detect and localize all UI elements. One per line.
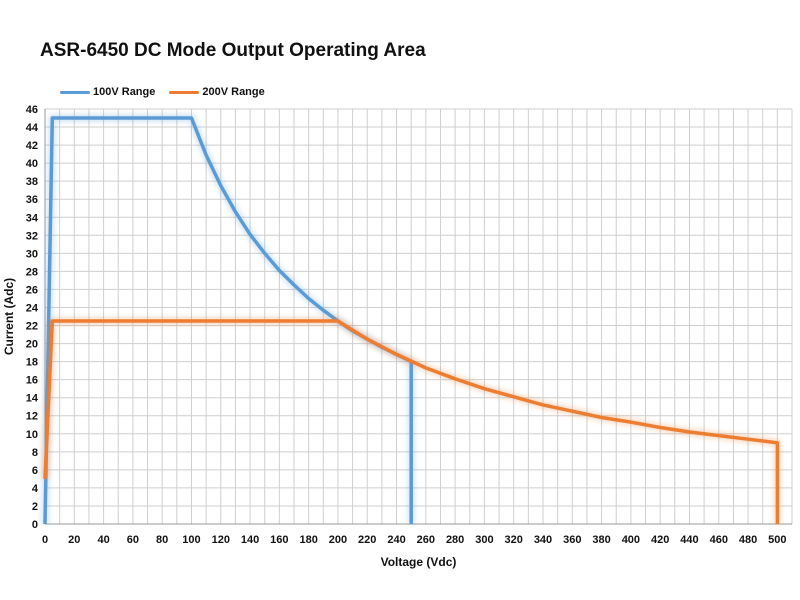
chart-title: ASR-6450 DC Mode Output Operating Area xyxy=(40,40,426,61)
y-tick-label: 30 xyxy=(26,248,38,260)
x-tick-label: 360 xyxy=(563,534,581,546)
y-tick-label: 16 xyxy=(26,375,38,387)
legend-label-100v: 100V Range xyxy=(93,86,156,98)
y-tick-label: 34 xyxy=(26,212,39,224)
y-tick-label: 20 xyxy=(26,339,38,351)
legend-label-200v: 200V Range xyxy=(202,86,265,98)
x-axis-title: Voltage (Vdc) xyxy=(381,555,457,569)
y-tick-label: 4 xyxy=(32,483,39,495)
series-layer xyxy=(41,114,782,525)
y-tick-label: 24 xyxy=(26,302,39,314)
x-tick-label: 300 xyxy=(475,534,493,546)
y-tick-label: 26 xyxy=(26,284,38,296)
y-tick-label: 2 xyxy=(32,501,38,513)
legend-swatch-100v xyxy=(60,90,90,94)
tick-labels: 0 20 40 60 80 100 120 140 160 180 200 220 240 260 280 3… xyxy=(26,104,787,546)
y-tick-label: 6 xyxy=(32,465,38,477)
legend-item-100v: 100V Range xyxy=(60,86,155,98)
legend-item-200v: 200V Range xyxy=(169,86,265,98)
x-tick-label: 100 xyxy=(182,534,200,546)
x-tick-label: 220 xyxy=(358,534,376,546)
y-tick-label: 12 xyxy=(26,411,38,423)
y-tick-label: 0 xyxy=(32,519,38,531)
x-tick-label: 120 xyxy=(212,534,230,546)
x-tick-label: 380 xyxy=(592,534,610,546)
legend: 100V Range 200V Range xyxy=(60,86,265,98)
x-tick-label: 60 xyxy=(127,534,139,546)
x-tick-label: 180 xyxy=(299,534,317,546)
y-tick-label: 28 xyxy=(26,266,38,278)
x-tick-label: 500 xyxy=(768,534,786,546)
y-tick-label: 44 xyxy=(26,122,39,134)
x-tick-label: 20 xyxy=(68,534,80,546)
y-tick-label: 10 xyxy=(26,429,38,441)
y-tick-label: 22 xyxy=(26,321,38,333)
x-tick-label: 240 xyxy=(387,534,405,546)
x-tick-label: 200 xyxy=(329,534,347,546)
y-tick-label: 36 xyxy=(26,194,38,206)
x-tick-label: 440 xyxy=(680,534,698,546)
legend-swatch-200v xyxy=(169,90,200,94)
x-tick-label: 280 xyxy=(446,534,464,546)
y-tick-label: 40 xyxy=(26,158,38,170)
series-line-200v-range xyxy=(43,319,780,524)
x-tick-label: 420 xyxy=(651,534,669,546)
x-tick-label: 320 xyxy=(505,534,523,546)
x-tick-label: 400 xyxy=(622,534,640,546)
x-tick-label: 160 xyxy=(270,534,288,546)
x-tick-label: 40 xyxy=(97,534,109,546)
x-tick-label: 340 xyxy=(534,534,552,546)
y-tick-label: 8 xyxy=(32,447,38,459)
y-axis-title: Current (Adc) xyxy=(2,278,16,355)
x-tick-label: 140 xyxy=(241,534,259,546)
x-tick-label: 80 xyxy=(156,534,168,546)
y-tick-label: 18 xyxy=(26,357,38,369)
y-tick-label: 42 xyxy=(26,140,38,152)
x-tick-label: 0 xyxy=(42,534,48,546)
x-tick-label: 480 xyxy=(739,534,757,546)
x-tick-label: 260 xyxy=(417,534,435,546)
y-tick-label: 38 xyxy=(26,176,38,188)
grid xyxy=(44,108,793,525)
y-tick-label: 32 xyxy=(26,230,38,242)
y-tick-label: 46 xyxy=(26,104,38,116)
y-tick-label: 14 xyxy=(26,393,39,405)
axes xyxy=(44,109,792,525)
x-tick-label: 460 xyxy=(710,534,728,546)
